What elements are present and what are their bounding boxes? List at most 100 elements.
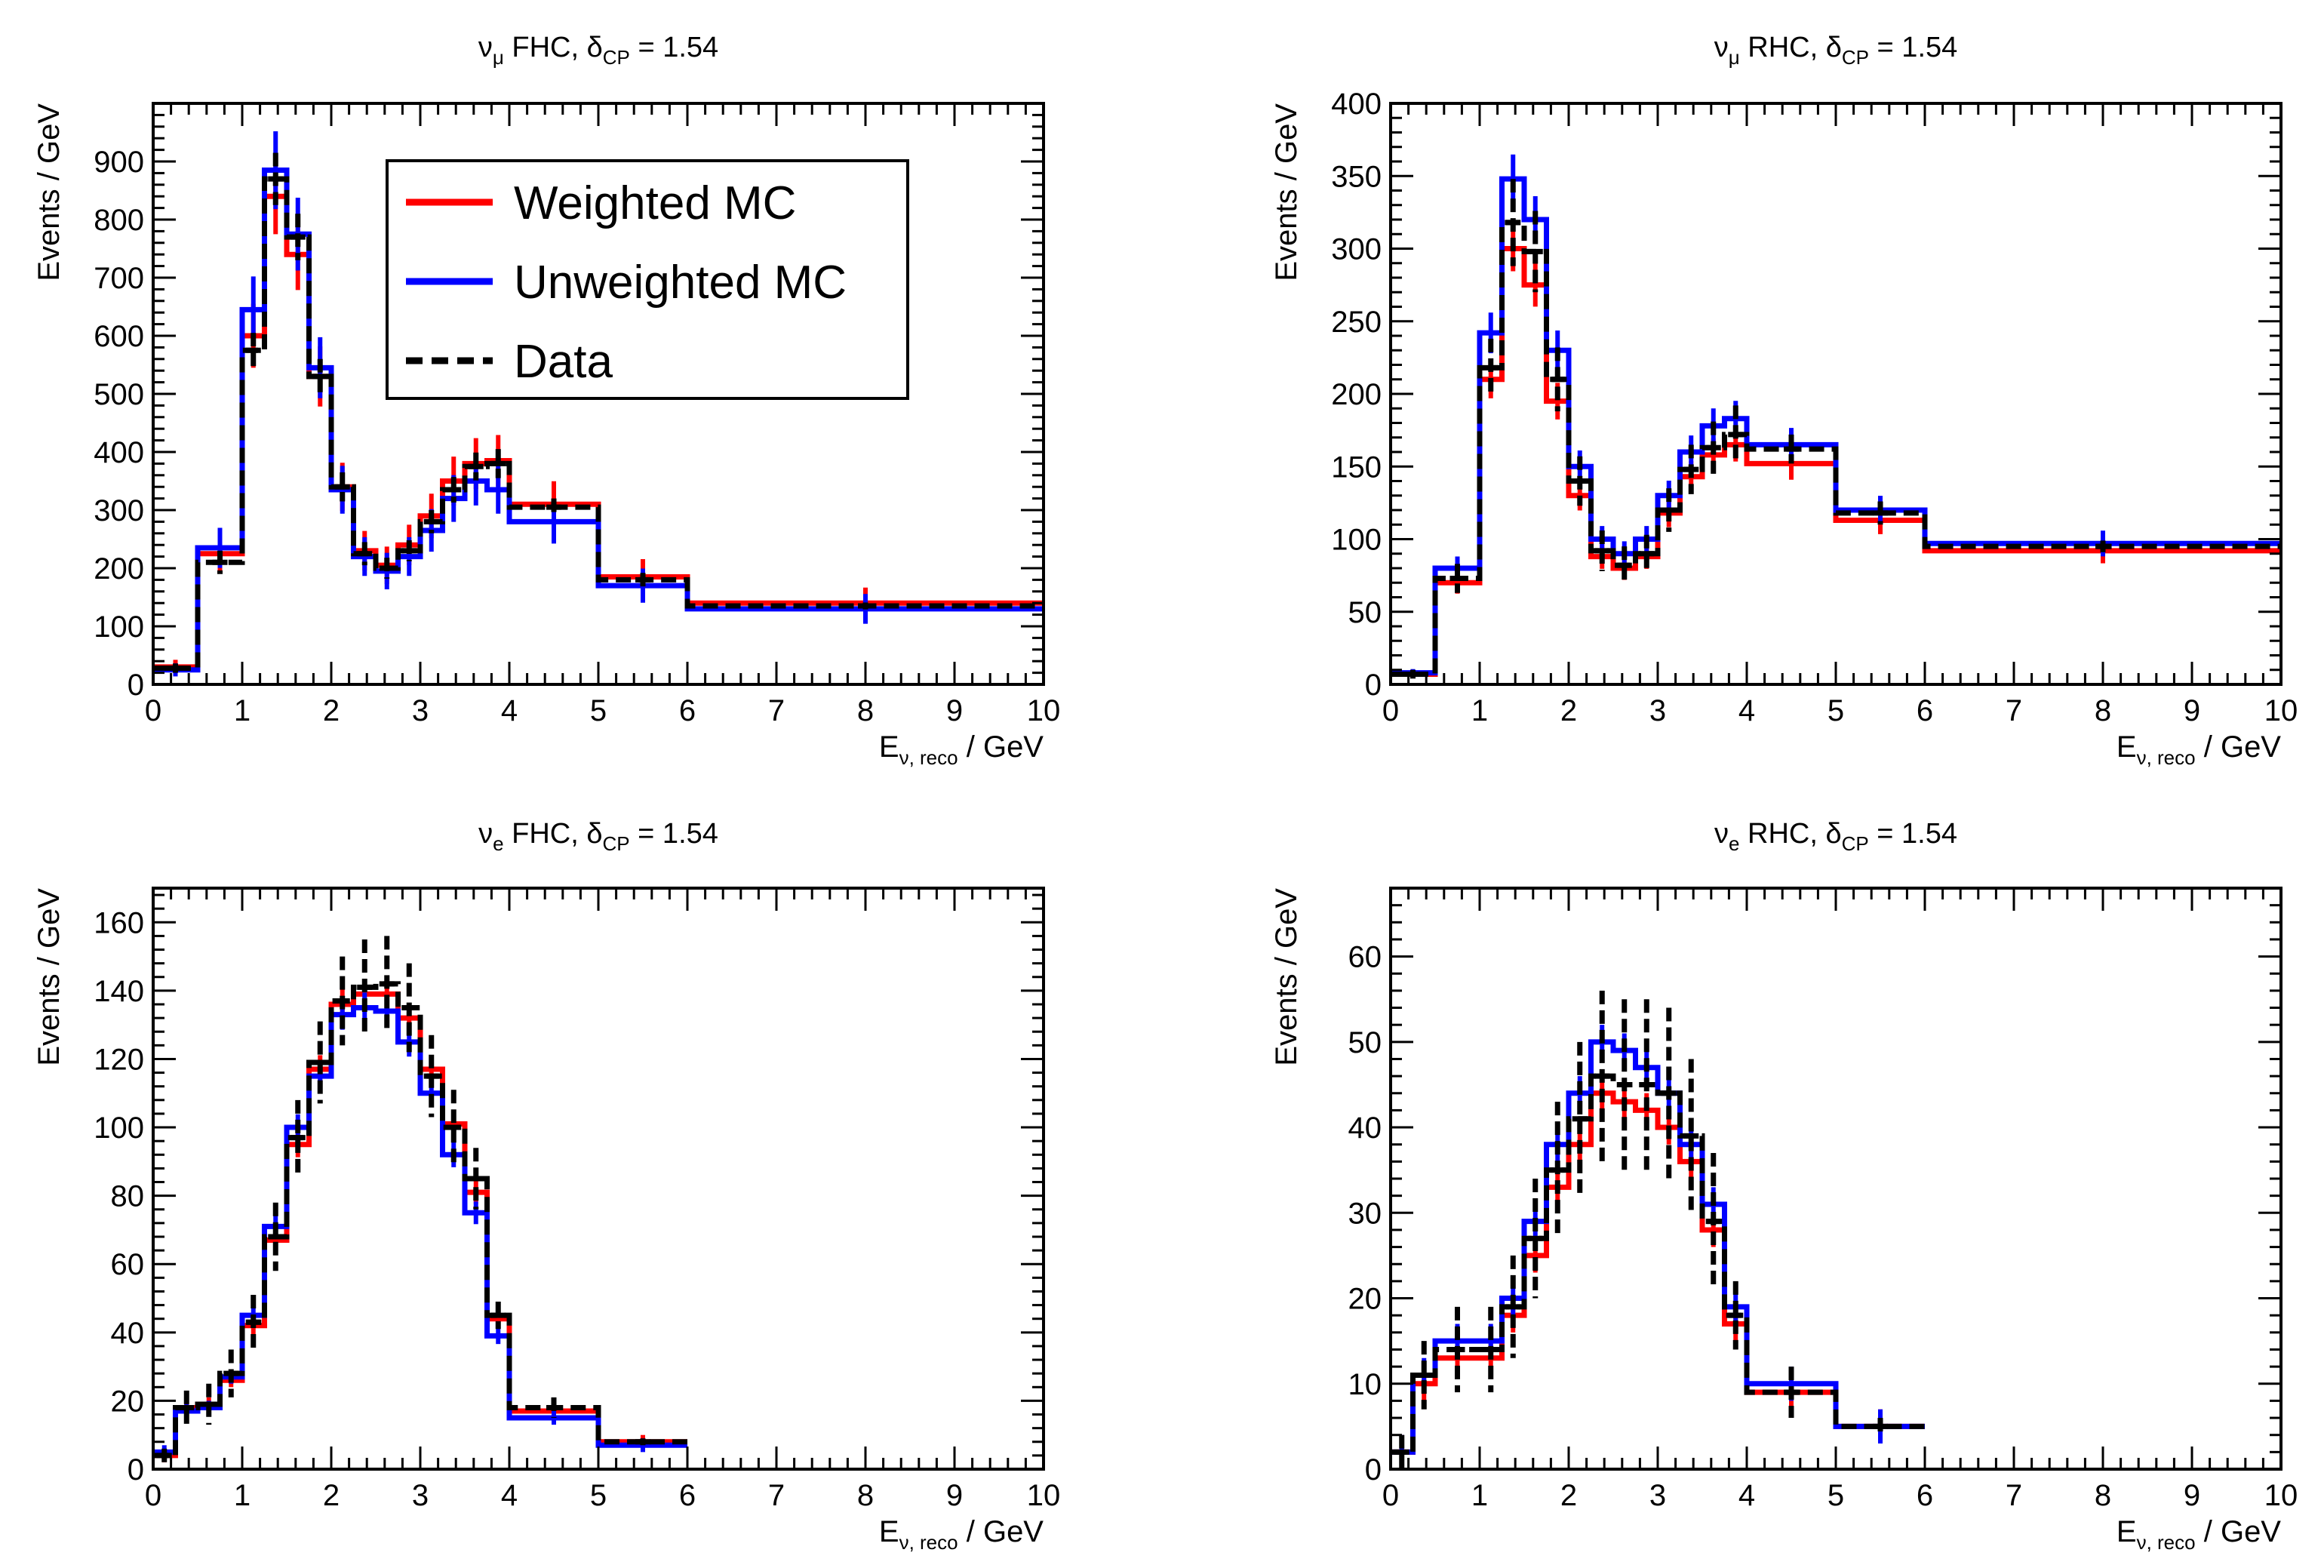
x-tick-label: 9 — [946, 1479, 963, 1512]
plot-area — [153, 131, 1044, 677]
y-tick-label: 100 — [94, 610, 144, 644]
y-tick-label: 60 — [111, 1248, 145, 1281]
x-tick-label: 0 — [145, 1479, 161, 1512]
series-weighted-mc — [1391, 1076, 1925, 1469]
x-tick-label: 0 — [1382, 1479, 1399, 1512]
panel-3: νe FHC, δCP = 1.540 1 2 3 4 5 6 7 8 9 100204060801… — [32, 818, 1060, 1554]
y-tick-label: 120 — [94, 1043, 144, 1076]
x-tick-label: 1 — [1471, 1479, 1488, 1512]
x-tick-label: 0 — [1382, 694, 1399, 727]
x-tick-label: 10 — [2264, 1479, 2298, 1512]
xlabel-part: / GeV — [2196, 730, 2282, 764]
x-tick-label: 5 — [590, 694, 607, 727]
title-part: CP — [1842, 832, 1869, 855]
panel-title: νμ FHC, δCP = 1.54 — [478, 32, 718, 69]
y-tick-label: 600 — [94, 320, 144, 353]
title-part: ν — [478, 32, 493, 63]
plot-area — [1391, 154, 2281, 679]
panel-4: νe RHC, δCP = 1.54 0 1 2 3 4 5 6 7 8 9 10 0 10 20 30 40 5… — [1270, 818, 2298, 1554]
x-tick-label: 1 — [1471, 694, 1488, 727]
title-part: CP — [603, 832, 630, 855]
xlabel-part: E — [879, 1515, 899, 1548]
x-tick-label: 9 — [2184, 694, 2200, 727]
y-tick-label: 700 — [94, 262, 144, 295]
y-tick-label: 800 — [94, 204, 144, 237]
x-tick-label: 9 — [946, 694, 963, 727]
x-tick-label: 3 — [1649, 1479, 1666, 1512]
x-tick-label: 4 — [501, 1479, 518, 1512]
x-tick-label: 1 — [234, 1479, 251, 1512]
title-part: FHC, — [504, 818, 587, 850]
y-tick-label: 10 — [1348, 1368, 1382, 1401]
x-tick-label: 10 — [2264, 694, 2298, 727]
x-tick-label: 2 — [323, 694, 340, 727]
title-part: ν — [1714, 818, 1729, 850]
step-line — [1391, 1090, 1925, 1455]
xlabel-part: ν, reco — [2137, 746, 2196, 769]
title-part: ν — [1714, 32, 1729, 63]
y-tick-label: 200 — [1331, 378, 1382, 411]
y-tick-label: 30 — [1348, 1197, 1382, 1230]
xlabel-part: ν, reco — [899, 746, 958, 769]
x-axis: 0 1 2 3 4 5 6 7 8 9 10 — [145, 888, 1060, 1512]
title-part: = 1.54 — [1869, 818, 1957, 850]
title-part: μ — [493, 46, 504, 69]
y-tick-label: 20 — [111, 1385, 145, 1418]
x-axis-label: Eν, reco / GeV — [879, 1515, 1044, 1554]
y-tick-label: 50 — [1348, 1026, 1382, 1059]
y-tick-label: 40 — [111, 1317, 145, 1350]
y-tick-label: 0 — [128, 669, 144, 702]
panel-2: νμ RHC, δCP = 1.540 1 2 3 4 5 6 7 8 9 100501001502… — [1270, 32, 2298, 769]
x-tick-label: 5 — [1828, 1479, 1844, 1512]
step-line — [153, 981, 687, 1459]
xlabel-part: E — [2116, 1515, 2137, 1548]
y-tick-label: 150 — [1331, 450, 1382, 484]
y-tick-label: 80 — [111, 1180, 145, 1213]
y-axis: 0 50 100 150 200 250 300 350 400 — [1331, 88, 2281, 702]
x-tick-label: 0 — [145, 694, 161, 727]
xlabel-part: ν, reco — [899, 1531, 958, 1554]
title-part: δ — [586, 818, 602, 850]
x-tick-label: 4 — [1738, 694, 1755, 727]
plot-area — [153, 936, 687, 1462]
x-axis: 0 1 2 3 4 5 6 7 8 9 10 — [1382, 103, 2298, 727]
y-tick-label: 100 — [94, 1111, 144, 1145]
title-part: δ — [587, 32, 603, 63]
y-tick-label: 400 — [1331, 88, 1382, 121]
series-data — [1391, 179, 2281, 679]
x-tick-label: 7 — [2006, 1479, 2022, 1512]
step-line — [1391, 1073, 1925, 1455]
title-part: = 1.54 — [1869, 32, 1957, 63]
title-part: CP — [1842, 46, 1869, 69]
title-part: CP — [603, 46, 630, 69]
xlabel-part: / GeV — [958, 1515, 1044, 1548]
x-tick-label: 8 — [857, 694, 874, 727]
x-tick-label: 9 — [2184, 1479, 2200, 1512]
y-tick-label: 0 — [1365, 1453, 1382, 1487]
x-tick-label: 2 — [1560, 1479, 1577, 1512]
x-tick-label: 6 — [1917, 1479, 1933, 1512]
x-tick-label: 6 — [1917, 694, 1933, 727]
y-tick-label: 0 — [128, 1453, 144, 1487]
x-axis: 0 1 2 3 4 5 6 7 8 9 10 — [1382, 888, 2298, 1512]
panel-title: νe FHC, δCP = 1.54 — [478, 818, 718, 855]
x-axis-label: Eν, reco / GeV — [879, 730, 1044, 769]
x-tick-label: 2 — [323, 1479, 340, 1512]
y-tick-label: 60 — [1348, 941, 1382, 974]
xlabel-part: ν, reco — [2137, 1531, 2196, 1554]
x-tick-label: 6 — [679, 694, 696, 727]
legend-label-2: Unweighted MC — [514, 257, 847, 309]
y-axis: 0 100 200 300 400 500 600 700 800 900 — [94, 102, 1044, 702]
x-tick-label: 7 — [768, 1479, 785, 1512]
legend: Weighted MC Unweighted MC Data — [386, 159, 909, 400]
x-tick-label: 4 — [1738, 1479, 1755, 1512]
x-axis-label: Eν, reco / GeV — [2116, 730, 2281, 769]
y-axis-label: Events / GeV — [1270, 888, 1303, 1066]
x-tick-label: 3 — [1649, 694, 1666, 727]
x-tick-label: 10 — [1027, 1479, 1061, 1512]
x-tick-label: 3 — [412, 1479, 429, 1512]
y-tick-label: 20 — [1348, 1283, 1382, 1316]
series-data — [153, 936, 687, 1462]
y-axis-label: Events / GeV — [32, 888, 66, 1066]
